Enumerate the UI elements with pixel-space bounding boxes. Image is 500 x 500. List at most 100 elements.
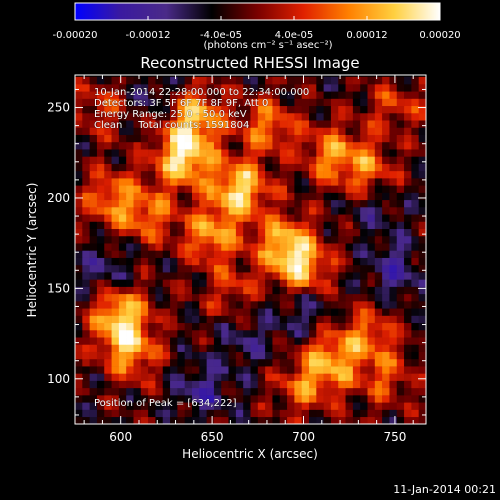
heatmap-cell xyxy=(294,127,302,135)
heatmap-cell xyxy=(345,207,354,215)
heatmap-cell xyxy=(133,272,142,280)
heatmap-cell xyxy=(257,416,266,425)
heatmap-cell xyxy=(345,141,354,150)
heatmap-cell xyxy=(192,214,200,222)
heatmap-cell xyxy=(206,235,215,244)
heatmap-cell xyxy=(265,315,273,324)
heatmap-cell xyxy=(279,98,288,107)
heatmap-cell xyxy=(206,84,215,92)
heatmap-cell xyxy=(367,373,376,381)
heatmap-cell xyxy=(206,286,215,295)
heatmap-cell xyxy=(301,344,310,352)
heatmap-cell xyxy=(155,141,164,150)
heatmap-cell xyxy=(75,243,83,251)
heatmap-cell xyxy=(396,366,405,374)
heatmap-cell xyxy=(367,286,376,295)
heatmap-cell xyxy=(228,134,237,143)
heatmap-cell xyxy=(338,221,346,229)
heatmap-cell xyxy=(155,373,164,381)
heatmap-cell xyxy=(404,301,412,309)
heatmap-cell xyxy=(199,91,207,99)
heatmap-cell xyxy=(411,337,419,345)
heatmap-cell xyxy=(367,228,376,237)
heatmap-cell xyxy=(192,358,200,367)
heatmap-cell xyxy=(272,315,281,324)
heatmap-cell xyxy=(374,395,383,403)
heatmap-cell xyxy=(148,395,156,403)
heatmap-cell xyxy=(75,286,83,295)
heatmap-cell xyxy=(82,395,90,403)
heatmap-cell xyxy=(396,105,405,114)
heatmap-cell xyxy=(272,402,281,410)
heatmap-cell xyxy=(265,264,273,273)
heatmap-cell xyxy=(213,373,222,381)
heatmap-cell xyxy=(140,322,149,331)
heatmap-cell xyxy=(82,337,90,345)
heatmap-cell xyxy=(235,380,244,389)
heatmap-cell xyxy=(352,91,361,99)
heatmap-cell xyxy=(126,257,134,266)
heatmap-cell xyxy=(257,105,266,114)
heatmap-cell xyxy=(96,366,105,374)
heatmap-cell xyxy=(243,416,251,425)
heatmap-cell xyxy=(192,221,200,229)
heatmap-cell xyxy=(155,243,164,251)
heatmap-cell xyxy=(228,156,237,164)
heatmap-cell xyxy=(89,272,98,280)
heatmap-cell xyxy=(396,373,405,381)
heatmap-cell xyxy=(257,163,266,172)
heatmap-cell xyxy=(367,279,376,287)
heatmap-cell xyxy=(323,395,332,403)
heatmap-cell xyxy=(82,207,90,215)
heatmap-cell xyxy=(148,105,156,114)
heatmap-cell xyxy=(228,416,237,425)
heatmap-cell xyxy=(96,293,105,302)
heatmap-cell xyxy=(162,308,171,316)
heatmap-cell xyxy=(330,76,339,85)
heatmap-cell xyxy=(206,293,215,302)
heatmap-cell xyxy=(162,366,171,374)
heatmap-cell xyxy=(89,380,98,389)
heatmap-cell xyxy=(265,409,273,418)
heatmap-cell xyxy=(96,279,105,287)
heatmap-cell xyxy=(338,315,346,324)
heatmap-cell xyxy=(404,358,412,367)
heatmap-cell xyxy=(177,149,185,157)
heatmap-cell xyxy=(367,395,376,403)
heatmap-cell xyxy=(272,178,281,186)
heatmap-cell xyxy=(330,351,339,360)
heatmap-cell xyxy=(213,98,222,107)
heatmap-cell xyxy=(228,149,237,157)
heatmap-cell xyxy=(367,149,376,157)
heatmap-cell xyxy=(199,315,207,324)
heatmap-cell xyxy=(360,127,368,135)
heatmap-cell xyxy=(294,112,302,121)
heatmap-cell xyxy=(309,163,317,172)
heatmap-cell xyxy=(228,98,237,107)
heatmap-cell xyxy=(382,98,390,107)
x-tick-label: 750 xyxy=(383,430,406,444)
heatmap-cell xyxy=(133,163,142,172)
heatmap-cell xyxy=(184,185,193,193)
heatmap-cell xyxy=(382,185,390,193)
heatmap-cell xyxy=(89,235,98,244)
heatmap-cell xyxy=(133,76,142,85)
heatmap-cell xyxy=(338,141,346,150)
heatmap-cell xyxy=(213,235,222,244)
heatmap-cell xyxy=(367,308,376,316)
heatmap-cell xyxy=(250,351,259,360)
heatmap-cell xyxy=(170,91,178,99)
heatmap-cell xyxy=(250,235,259,244)
heatmap-cell xyxy=(374,149,383,157)
heatmap-cell xyxy=(294,286,302,295)
heatmap-cell xyxy=(360,373,368,381)
heatmap-cell xyxy=(192,127,200,135)
heatmap-cell xyxy=(170,373,178,381)
heatmap-cell xyxy=(82,358,90,367)
heatmap-cell xyxy=(323,416,332,425)
heatmap-cell xyxy=(192,264,200,273)
heatmap-cell xyxy=(287,380,295,389)
heatmap-cell xyxy=(265,141,273,150)
heatmap-cell xyxy=(148,214,156,222)
heatmap-cell xyxy=(170,387,178,396)
